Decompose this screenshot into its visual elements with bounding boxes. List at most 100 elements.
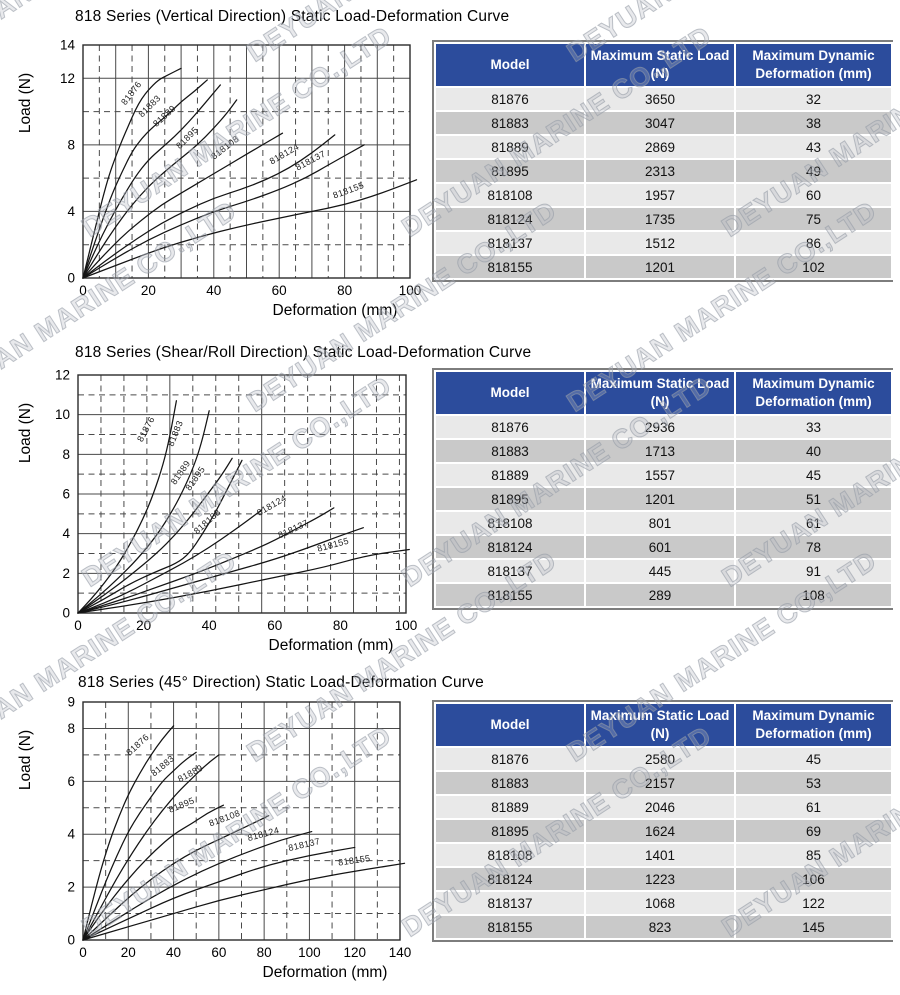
table-row: 818137 1068 122 (434, 890, 893, 916)
curve-label-818108: 818108 (192, 507, 223, 536)
table-cell: 81883 (434, 770, 586, 796)
table-cell: 81889 (434, 462, 586, 488)
table-cell: 818155 (434, 254, 586, 280)
y-tick-label: 0 (67, 933, 75, 948)
table-cell: 81876 (434, 414, 586, 440)
table-cell: 1223 (584, 866, 736, 892)
y-axis-label: Load (N) (17, 403, 34, 463)
curve-818108 (82, 132, 284, 279)
table-row: 818108 1957 60 (434, 182, 893, 208)
x-tick-label: 100 (395, 618, 418, 633)
y-tick-label: 6 (67, 774, 75, 789)
table-cell: 32 (734, 86, 893, 112)
table-cell: 2936 (584, 414, 736, 440)
x-tick-label: 20 (136, 618, 151, 633)
table-cell: 2869 (584, 134, 736, 160)
table-cell: 81883 (434, 438, 586, 464)
table-cell: 818108 (434, 842, 586, 868)
table-row: 81876 3650 32 (434, 86, 893, 112)
spec-table: Model Maximum Static Load (N) Maximum Dyna… (434, 42, 893, 280)
x-tick-label: 100 (298, 945, 321, 960)
table-row: 818155 1201 102 (434, 254, 893, 280)
table-cell: 40 (734, 438, 893, 464)
x-tick-label: 40 (166, 945, 181, 960)
table-row: 81895 1624 69 (434, 818, 893, 844)
x-tick-label: 80 (337, 283, 352, 298)
table-cell: 1713 (584, 438, 736, 464)
table-cell: 108 (734, 582, 893, 608)
table-cell: 61 (734, 794, 893, 820)
table-cell: 823 (584, 914, 736, 940)
y-tick-label: 0 (67, 271, 75, 286)
x-tick-label: 40 (206, 283, 221, 298)
y-tick-label: 14 (60, 38, 76, 53)
table-cell: 1957 (584, 182, 736, 208)
table-cell: 81876 (434, 86, 586, 112)
curve-label-818137: 818137 (276, 518, 310, 541)
curve-81876 (77, 400, 178, 614)
x-tick-label: 100 (399, 283, 422, 298)
table-row: 818155 823 145 (434, 914, 893, 940)
table-row: 818124 1735 75 (434, 206, 893, 232)
curve-81876 (82, 67, 182, 279)
curve-81876 (82, 725, 175, 941)
x-tick-label: 0 (74, 618, 82, 633)
table-cell: 1557 (584, 462, 736, 488)
axis-tick-labels: 0 4 8 12 14 0 20 40 60 80 100 (60, 38, 421, 299)
grid-lines (78, 375, 406, 613)
table-cell: 81883 (434, 110, 586, 136)
x-tick-label: 60 (211, 945, 226, 960)
table-cell: 81876 (434, 746, 586, 772)
table-cell: 75 (734, 206, 893, 232)
curve-81883 (82, 751, 197, 941)
table-cell: 86 (734, 230, 893, 256)
y-axis-label: Load (N) (17, 73, 34, 133)
x-tick-label: 20 (141, 283, 156, 298)
x-tick-label: 0 (79, 945, 87, 960)
curve-label-818137: 818137 (287, 836, 321, 853)
y-tick-label: 4 (67, 827, 75, 842)
table-row: 81883 2157 53 (434, 770, 893, 796)
axis-tick-labels: 0 2 4 6 8 9 0 20 40 60 80 100 120 140 (67, 695, 411, 961)
spec-table-shear-roll: Model Maximum Static Load (N) Maximum Dyna… (432, 368, 893, 610)
x-tick-label: 20 (121, 945, 136, 960)
y-tick-label: 10 (55, 407, 70, 422)
column-header: Model (434, 370, 586, 416)
table-cell: 445 (584, 558, 736, 584)
table-cell: 601 (584, 534, 736, 560)
table-row: 818108 801 61 (434, 510, 893, 536)
x-axis-label: Deformation (mm) (269, 637, 394, 654)
table-cell: 38 (734, 110, 893, 136)
x-tick-label: 0 (79, 283, 87, 298)
x-tick-label: 140 (389, 945, 412, 960)
table-cell: 33 (734, 414, 893, 440)
y-tick-label: 6 (62, 487, 70, 502)
table-cell: 818124 (434, 206, 586, 232)
table-cell: 818108 (434, 510, 586, 536)
table-row: 81895 2313 49 (434, 158, 893, 184)
x-tick-label: 120 (343, 945, 366, 960)
table-header-row: Model Maximum Static Load (N) Maximum Dyna… (434, 370, 893, 416)
table-cell: 1735 (584, 206, 736, 232)
table-row: 81889 2046 61 (434, 794, 893, 820)
table-row: 81895 1201 51 (434, 486, 893, 512)
table-cell: 818124 (434, 534, 586, 560)
curve-818108 (77, 509, 263, 614)
table-cell: 2313 (584, 158, 736, 184)
table-header-row: Model Maximum Static Load (N) Maximum Dyna… (434, 42, 893, 88)
curve-818155 (82, 862, 406, 941)
table-row: 81876 2580 45 (434, 746, 893, 772)
curve-818137 (82, 846, 356, 941)
curve-81895 (82, 804, 225, 941)
table-cell: 1512 (584, 230, 736, 256)
x-tick-label: 40 (202, 618, 217, 633)
spec-table: Model Maximum Static Load (N) Maximum Dyna… (434, 370, 893, 608)
curve-81895 (77, 459, 243, 614)
table-row: 81883 3047 38 (434, 110, 893, 136)
grid-lines (83, 45, 410, 278)
